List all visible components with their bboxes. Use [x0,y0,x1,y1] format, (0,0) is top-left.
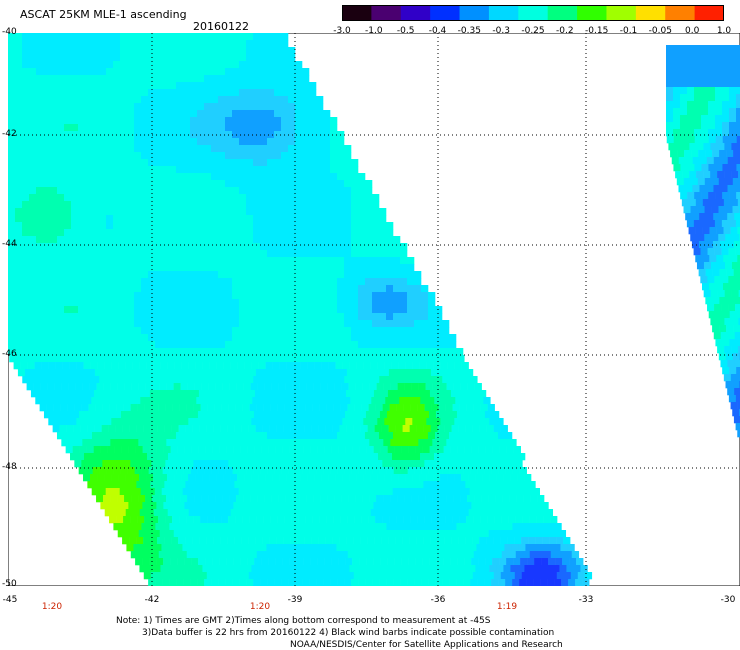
colorbar-tick-label: 0.0 [684,26,700,36]
time-label: 1:20 [41,602,63,612]
colorbar-tick-label: -0.05 [648,26,672,36]
note-line-3: NOAA/NESDIS/Center for Satellite Applica… [290,640,563,650]
colorbar-swatch [635,5,666,21]
colorbar-swatch [518,5,549,21]
colorbar-tick-label: -0.3 [492,26,510,36]
latitude-label: -44 [2,239,17,249]
latitude-label: -48 [2,462,17,472]
latitude-label: -50 [2,579,17,589]
colorbar-swatch [665,5,696,21]
colorbar-tick-label: 1.0 [716,26,732,36]
longitude-label: -42 [144,595,160,605]
colorbar-labels: -3.0 -1.0 -0.5 -0.4 -0.35 -0.3 -0.25 -0.2 -0.15-… [330,26,740,38]
colorbar [342,5,724,21]
colorbar-tick-label: -0.15 [585,26,609,36]
time-label: 1:20 [249,602,271,612]
colorbar-tick-label: -0.1 [619,26,638,36]
note-line-1: Note: 1) Times are GMT 2)Times along bot… [116,616,491,626]
colorbar-swatch [694,5,724,21]
colorbar-swatch [342,5,372,21]
colorbar-swatch [459,5,490,21]
longitude-label: -30 [720,595,736,605]
longitude-label: -33 [578,595,594,605]
colorbar-tick-label: -0.2 [556,26,574,36]
colorbar-swatch [577,5,607,21]
swath-cells-east [666,45,740,438]
colorbar-swatch [547,5,578,21]
grid-lines [8,33,740,586]
colorbar-tick-label: -0.4 [428,26,447,36]
colorbar-swatch [430,5,461,21]
colorbar-swatch [606,5,637,21]
swath-map [8,33,740,586]
map-date: 20160122 [193,20,249,33]
latitude-label: -42 [2,129,17,139]
swath-cells [8,33,593,586]
colorbar-swatch [400,5,431,21]
colorbar-tick-label: -0.5 [396,26,415,36]
colorbar-tick-label: -3.0 [333,26,351,36]
colorbar-tick-label: -0.25 [521,26,545,36]
longitude-label: -45 [2,595,18,605]
colorbar-tick-label: -1.0 [365,26,383,36]
note-line-2: 3)Data buffer is 22 hrs from 20160122 4)… [142,628,555,638]
colorbar-tick-label: -0.35 [457,26,481,36]
colorbar-swatch [371,5,402,21]
time-label: 1:19 [496,602,518,612]
latitude-label: -46 [2,349,17,359]
longitude-label: -36 [430,595,446,605]
latitude-label: -40 [2,27,17,37]
map-title: ASCAT 25KM MLE-1 ascending [20,8,187,21]
colorbar-swatch [488,5,519,21]
longitude-label: -39 [287,595,303,605]
